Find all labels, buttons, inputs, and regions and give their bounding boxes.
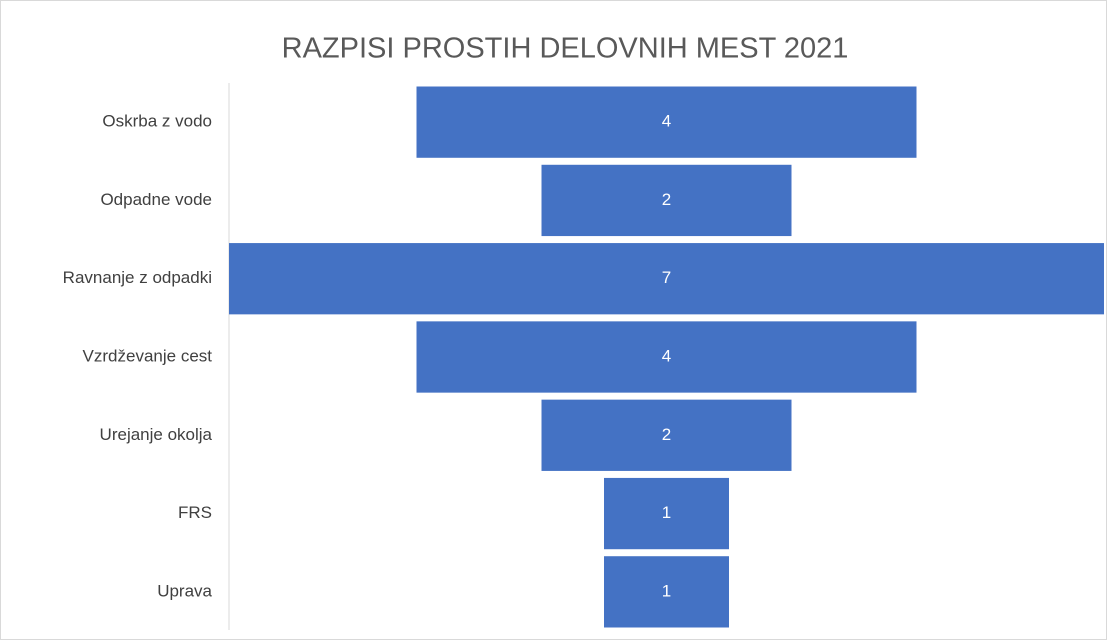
category-label: Urejanje okolja xyxy=(100,425,213,444)
data-label: 2 xyxy=(662,190,671,209)
funnel-bar xyxy=(541,399,792,471)
funnel-bar xyxy=(416,86,917,158)
category-label: Uprava xyxy=(157,581,212,600)
category-label: Vzrdževanje cest xyxy=(83,346,213,365)
data-label: 2 xyxy=(662,425,671,444)
funnel-bar xyxy=(416,321,917,393)
data-label: 4 xyxy=(662,346,671,365)
data-label: 1 xyxy=(662,503,671,522)
data-label: 7 xyxy=(662,268,671,287)
funnel-bar xyxy=(604,477,729,550)
funnel-bar xyxy=(229,243,1104,315)
funnel-bar xyxy=(604,556,729,628)
category-label: FRS xyxy=(178,503,212,522)
category-label: Ravnanje z odpadki xyxy=(63,268,212,287)
category-label: Odpadne vode xyxy=(100,190,212,209)
chart-title: RAZPISI PROSTIH DELOVNIH MEST 2021 xyxy=(282,33,849,65)
funnel-bar xyxy=(541,164,792,237)
data-label: 4 xyxy=(662,112,671,131)
data-label: 1 xyxy=(662,581,671,600)
category-label: Oskrba z vodo xyxy=(102,112,212,131)
